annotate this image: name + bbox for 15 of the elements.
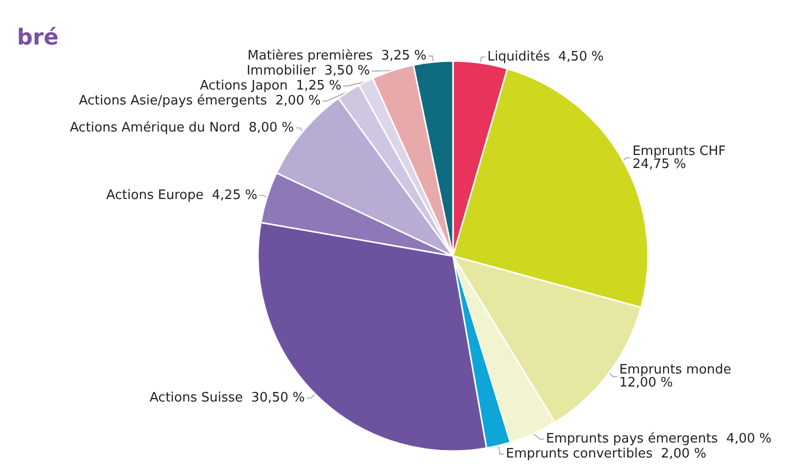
slice-label: Emprunts convertibles 2,00 % [506,446,706,462]
slice-label: Liquidités 4,50 % [487,50,604,65]
slice-label: Actions Amérique du Nord 8,00 % [70,120,294,136]
slice-label: Actions Japon 1,25 % [200,78,342,94]
chart-title: bré [17,26,59,50]
slice-label: Actions Asie/pays émergents 2,00 % [78,94,321,109]
slice-label: Emprunts monde [619,362,732,378]
slice-label: Immobilier 3,50 % [246,64,370,79]
slice-label: Actions Suisse 30,50 % [150,390,305,406]
slice-label: Matières premières 3,25 % [248,48,427,64]
data-label: 24,75 % [632,156,686,172]
slice-label: Actions Europe 4,25 % [106,188,258,203]
data-label: 12,00 % [619,376,673,391]
slice-label: Emprunts pays émergents 4,00 % [546,432,772,447]
slice-label: Emprunts CHF [632,144,726,159]
